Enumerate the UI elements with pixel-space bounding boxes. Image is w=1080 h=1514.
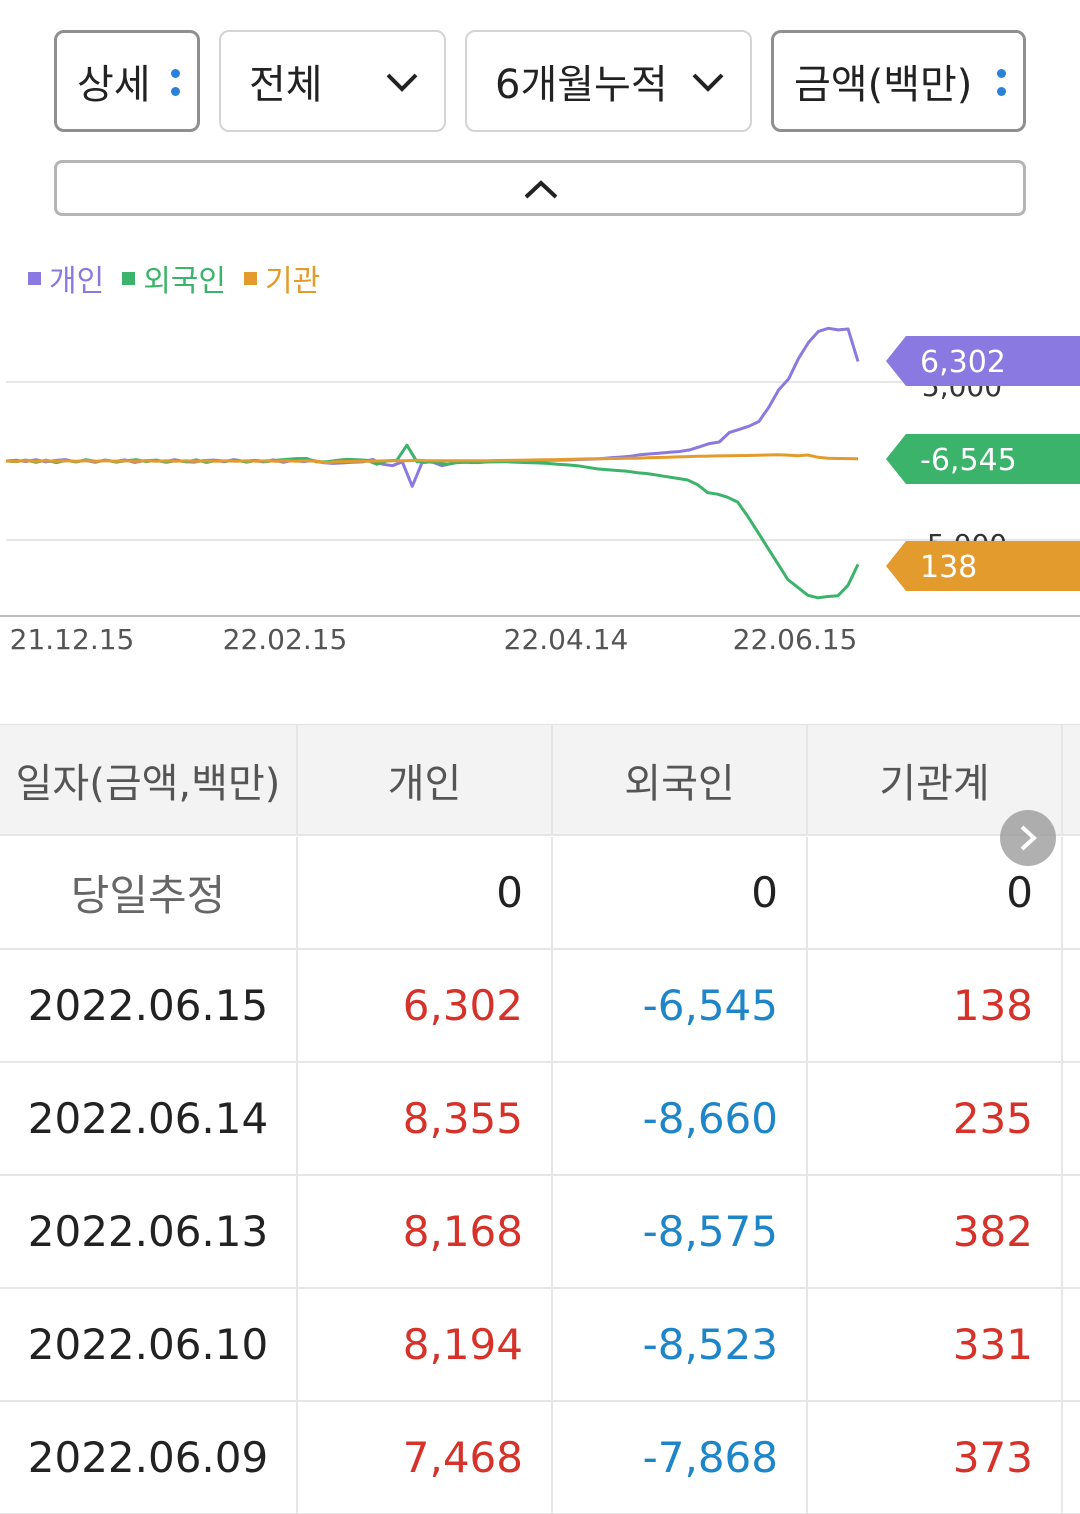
detail-filter-button[interactable]: 상세 bbox=[54, 30, 200, 132]
row-foreign: -8,523 bbox=[553, 1289, 808, 1400]
row-date: 당일추정 bbox=[0, 837, 298, 948]
end-value-text: 138 bbox=[920, 550, 977, 585]
table-row[interactable]: 2022.06.09 7,468 -7,868 373 bbox=[0, 1402, 1080, 1514]
detail-filter-label: 상세 bbox=[77, 62, 151, 108]
unit-filter-button[interactable]: 금액(백만) bbox=[771, 30, 1026, 132]
row-foreign: 0 bbox=[553, 837, 808, 948]
end-value-tag-bg bbox=[886, 541, 1080, 591]
legend-swatch bbox=[28, 271, 41, 285]
row-overflow bbox=[1063, 1289, 1080, 1400]
row-institution: 331 bbox=[808, 1289, 1063, 1400]
legend-swatch bbox=[122, 271, 136, 285]
header-individual: 개인 bbox=[298, 725, 553, 834]
row-foreign: -8,575 bbox=[553, 1176, 808, 1287]
row-institution: 138 bbox=[808, 950, 1063, 1061]
row-individual: 8,355 bbox=[298, 1063, 553, 1174]
row-institution: 373 bbox=[808, 1402, 1063, 1513]
scope-filter-dropdown[interactable]: 전체 bbox=[219, 30, 446, 132]
row-individual: 8,168 bbox=[298, 1176, 553, 1287]
collapse-toggle-button[interactable] bbox=[54, 160, 1026, 216]
row-date: 2022.06.14 bbox=[0, 1063, 298, 1174]
table-row[interactable]: 2022.06.14 8,355 -8,660 235 bbox=[0, 1063, 1080, 1176]
end-value-text: 6,302 bbox=[920, 345, 1006, 380]
table-row[interactable]: 당일추정 0 0 0 bbox=[0, 837, 1080, 950]
legend-item-institution[interactable]: 기관 bbox=[244, 256, 320, 300]
chevron-down-icon bbox=[692, 73, 724, 92]
row-institution: 0 bbox=[808, 837, 1063, 948]
x-tick-label: 22.04.14 bbox=[504, 623, 629, 656]
legend-swatch bbox=[244, 271, 258, 285]
unit-filter-label: 금액(백만) bbox=[794, 62, 973, 108]
header-date: 일자(금액,백만) bbox=[0, 725, 298, 834]
period-filter-label: 6개월누적 bbox=[495, 62, 668, 108]
x-tick-label: 21.12.15 bbox=[10, 623, 135, 656]
period-filter-dropdown[interactable]: 6개월누적 bbox=[465, 30, 752, 132]
scope-filter-label: 전체 bbox=[249, 62, 323, 108]
legend-label: 개인 bbox=[49, 264, 105, 299]
legend-item-individual[interactable]: 개인 bbox=[28, 256, 104, 300]
row-overflow bbox=[1063, 1063, 1080, 1174]
scroll-right-button[interactable] bbox=[1000, 810, 1056, 866]
row-date: 2022.06.15 bbox=[0, 950, 298, 1061]
chevron-up-icon bbox=[524, 180, 558, 199]
series-line-2 bbox=[5, 453, 859, 465]
chevron-down-icon bbox=[386, 73, 418, 92]
header-overflow bbox=[1063, 725, 1080, 834]
menu-dots-icon bbox=[171, 69, 181, 99]
row-date: 2022.06.10 bbox=[0, 1289, 298, 1400]
chart-legend: 개인 외국인 기관 bbox=[28, 256, 338, 300]
row-individual: 0 bbox=[298, 837, 553, 948]
end-value-tag-0: 6,302 bbox=[886, 336, 1080, 386]
x-tick-label: 22.02.15 bbox=[223, 623, 348, 656]
header-foreign: 외국인 bbox=[553, 725, 808, 834]
end-value-tag-2: 138 bbox=[886, 541, 1080, 591]
table-row[interactable]: 2022.06.13 8,168 -8,575 382 bbox=[0, 1176, 1080, 1289]
legend-label: 외국인 bbox=[143, 264, 227, 299]
row-individual: 7,468 bbox=[298, 1402, 553, 1513]
legend-item-foreign[interactable]: 외국인 bbox=[122, 256, 226, 300]
row-overflow bbox=[1063, 1176, 1080, 1287]
table-header-row: 일자(금액,백만) 개인 외국인 기관계 bbox=[0, 724, 1080, 836]
row-overflow bbox=[1063, 837, 1080, 948]
end-value-text: -6,545 bbox=[920, 443, 1017, 478]
end-value-tag-bg bbox=[886, 336, 1080, 386]
row-individual: 6,302 bbox=[298, 950, 553, 1061]
x-tick-label: 22.06.15 bbox=[733, 623, 858, 656]
row-foreign: -8,660 bbox=[553, 1063, 808, 1174]
row-overflow bbox=[1063, 950, 1080, 1061]
table-row[interactable]: 2022.06.15 6,302 -6,545 138 bbox=[0, 950, 1080, 1063]
row-overflow bbox=[1063, 1402, 1080, 1513]
header-institution: 기관계 bbox=[808, 725, 1063, 834]
row-date: 2022.06.13 bbox=[0, 1176, 298, 1287]
row-date: 2022.06.09 bbox=[0, 1402, 298, 1513]
row-institution: 235 bbox=[808, 1063, 1063, 1174]
row-individual: 8,194 bbox=[298, 1289, 553, 1400]
filter-bar: 상세 전체 6개월누적 금액(백만) bbox=[54, 30, 1026, 132]
legend-label: 기관 bbox=[265, 264, 321, 299]
end-value-tag-1: -6,545 bbox=[886, 434, 1080, 484]
row-institution: 382 bbox=[808, 1176, 1063, 1287]
row-foreign: -6,545 bbox=[553, 950, 808, 1061]
end-value-tag-bg bbox=[886, 434, 1080, 484]
table-row[interactable]: 2022.06.10 8,194 -8,523 331 bbox=[0, 1289, 1080, 1402]
row-foreign: -7,868 bbox=[553, 1402, 808, 1513]
chevron-right-icon bbox=[1020, 825, 1037, 851]
series-line-1 bbox=[5, 443, 860, 600]
menu-dots-icon bbox=[997, 69, 1007, 99]
